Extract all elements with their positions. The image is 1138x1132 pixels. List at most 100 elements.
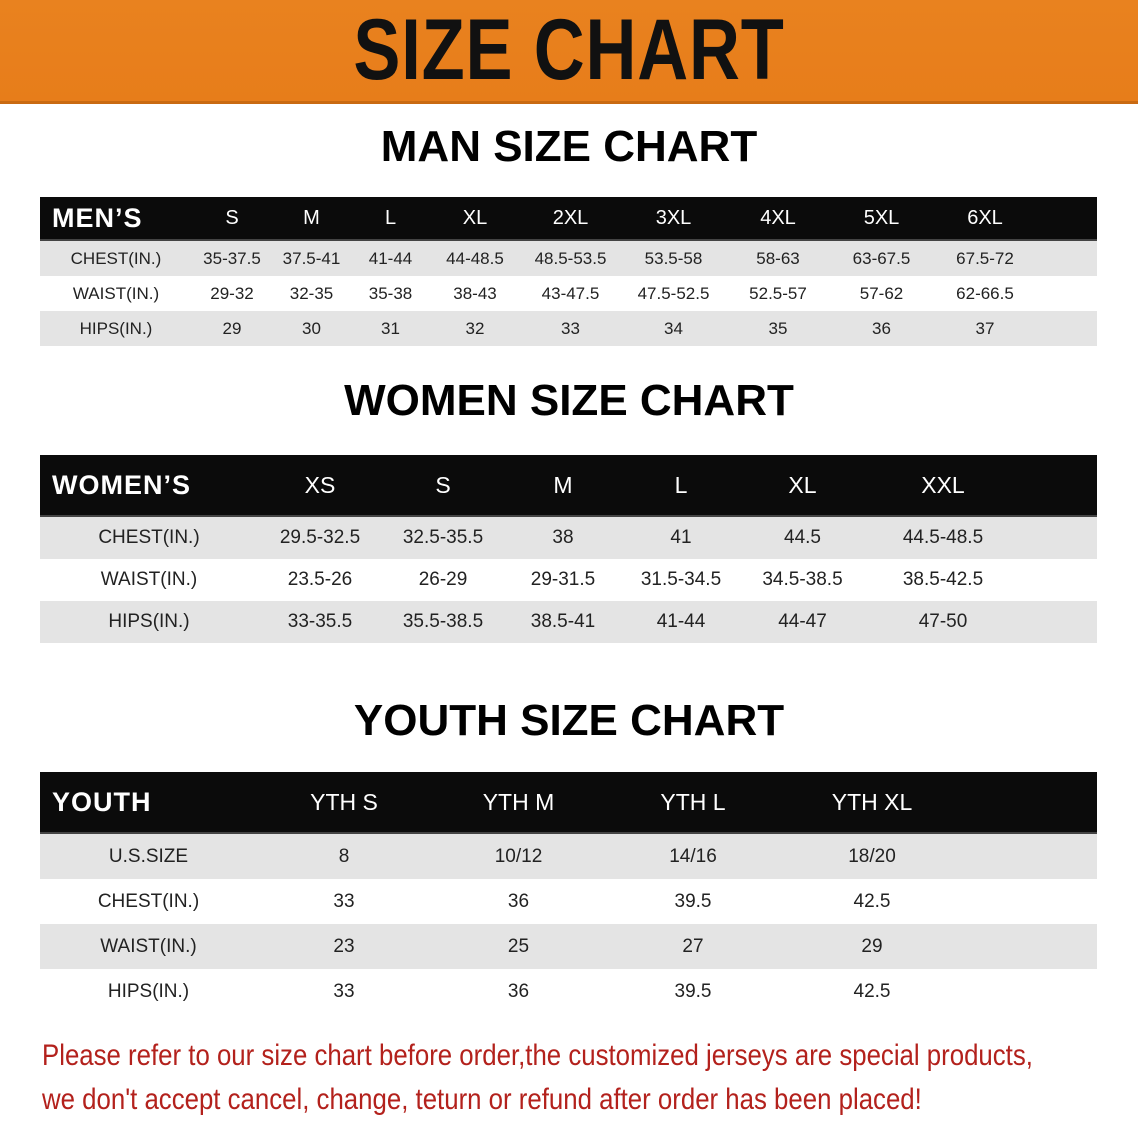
table-cell: 33 xyxy=(333,890,355,912)
women-size-table: WOMEN’S XS S M L XL XXL CHEST(IN.) 29.5-32.5 32.5… xyxy=(40,455,1097,643)
table-cell: 44.5-48.5 xyxy=(902,527,984,548)
table-cell: 29-31.5 xyxy=(530,569,596,590)
table-cell: 48.5-53.5 xyxy=(534,248,607,268)
size-header: XL xyxy=(462,206,488,229)
table-cell: 32 xyxy=(465,318,485,338)
header-label: MEN’S xyxy=(52,202,143,233)
table-cell: 53.5-58 xyxy=(644,248,703,268)
table-cell: 47-50 xyxy=(918,611,968,632)
size-header: YTH M xyxy=(482,788,555,815)
table-cell: 35-38 xyxy=(368,283,413,303)
table-cell: 30 xyxy=(302,318,321,338)
table-cell: 36 xyxy=(507,890,530,912)
table-cell: 33 xyxy=(561,318,580,338)
table-cell: 63-67.5 xyxy=(852,248,911,268)
header-label: WOMEN’S xyxy=(52,469,191,500)
men-title: MAN SIZE CHART xyxy=(380,122,758,171)
table-cell: 39.5 xyxy=(674,890,712,912)
table-cell: 37 xyxy=(975,318,995,338)
table-cell: 29 xyxy=(861,935,883,957)
table-row: HIPS(IN.) 33-35.5 35.5-38.5 38.5-41 41-44 44-… xyxy=(40,601,1097,643)
table-cell: 58-63 xyxy=(756,248,800,268)
table-cell: 52.5-57 xyxy=(749,283,807,303)
table-cell: 36 xyxy=(507,980,530,1002)
size-header: 6XL xyxy=(967,206,1003,229)
size-header: YTH S xyxy=(310,788,378,815)
row-label: WAIST(IN.) xyxy=(100,569,198,590)
table-cell: 34 xyxy=(664,318,683,338)
table-cell: 38 xyxy=(552,527,574,548)
size-header: S xyxy=(435,471,451,498)
table-cell: 33-35.5 xyxy=(287,611,353,632)
row-label: WAIST(IN.) xyxy=(72,283,160,303)
size-header: S xyxy=(225,206,239,229)
note-line-1: Please refer to our size chart before or… xyxy=(42,1039,1033,1072)
table-cell: 38.5-42.5 xyxy=(902,569,984,590)
table-cell: 36 xyxy=(872,318,891,338)
table-cell: 42.5 xyxy=(853,890,891,912)
size-header: XXL xyxy=(921,471,965,498)
table-row: U.S.SIZE 8 10/12 14/16 18/20 xyxy=(40,834,1097,879)
row-label: U.S.SIZE xyxy=(108,845,189,867)
table-cell: 47.5-52.5 xyxy=(637,283,710,303)
table-cell: 41-44 xyxy=(368,248,413,268)
table-cell: 10/12 xyxy=(494,845,543,867)
row-label: CHEST(IN.) xyxy=(97,890,200,912)
table-cell: 44.5 xyxy=(784,527,821,548)
men-size-table: MEN’S S M L XL 2XL 3XL 4XL 5XL 6XL CHEST(IN.) 35-37… xyxy=(40,197,1097,346)
row-label: HIPS(IN.) xyxy=(107,980,190,1002)
table-cell: 32-35 xyxy=(289,283,334,303)
table-row: WAIST(IN.) 23.5-26 26-29 29-31.5 31.5-34.5 34… xyxy=(40,559,1097,601)
table-row: HIPS(IN.) 29 30 31 32 33 34 35 36 37 xyxy=(40,311,1097,346)
size-header: 2XL xyxy=(552,206,589,229)
row-label: HIPS(IN.) xyxy=(108,611,190,632)
row-label: WAIST(IN.) xyxy=(100,935,197,957)
size-header: 3XL xyxy=(655,206,692,229)
row-label: HIPS(IN.) xyxy=(79,318,153,338)
table-cell: 29.5-32.5 xyxy=(279,527,361,548)
women-title: WOMEN SIZE CHART xyxy=(344,376,794,425)
table-cell: 18/20 xyxy=(848,845,896,867)
table-cell: 35 xyxy=(768,318,788,338)
table-cell: 37.5-41 xyxy=(282,248,341,268)
table-cell: 57-62 xyxy=(859,283,904,303)
table-cell: 35.5-38.5 xyxy=(402,611,484,632)
banner: SIZE CHART xyxy=(0,0,1138,104)
table-cell: 38.5-41 xyxy=(530,611,596,632)
table-cell: 25 xyxy=(507,935,530,957)
row-label: CHEST(IN.) xyxy=(98,527,200,548)
table-row: CHEST(IN.) 33 36 39.5 42.5 xyxy=(40,879,1097,924)
table-cell: 35-37.5 xyxy=(203,248,261,268)
table-row: HIPS(IN.) 33 36 39.5 42.5 xyxy=(40,969,1097,1014)
table-row: WAIST(IN.) 23 25 27 29 xyxy=(40,924,1097,969)
banner-title: SIZE CHART xyxy=(353,2,785,98)
table-cell: 23.5-26 xyxy=(287,569,353,590)
size-header: YTH L xyxy=(660,788,726,815)
table-cell: 41-44 xyxy=(656,611,706,632)
table-cell: 23 xyxy=(333,935,355,957)
size-header: L xyxy=(384,206,397,229)
table-cell: 8 xyxy=(338,845,350,867)
table-row: WAIST(IN.) 29-32 32-35 35-38 38-43 43-47.5 47.… xyxy=(40,276,1097,311)
table-cell: 44-47 xyxy=(778,611,827,632)
table-cell: 29-32 xyxy=(210,283,254,303)
table-cell: 29 xyxy=(222,318,242,338)
size-header: M xyxy=(303,206,320,229)
youth-title: YOUTH SIZE CHART xyxy=(353,696,785,745)
table-cell: 32.5-35.5 xyxy=(402,527,484,548)
table-cell: 14/16 xyxy=(669,845,717,867)
row-label: CHEST(IN.) xyxy=(70,248,162,268)
size-header: 4XL xyxy=(760,206,796,229)
table-cell: 26-29 xyxy=(418,569,468,590)
youth-size-table: YOUTH YTH S YTH M YTH L YTH XL U.S.SIZE 8 10/12… xyxy=(40,772,1097,1014)
table-cell: 67.5-72 xyxy=(956,248,1014,268)
table-cell: 38-43 xyxy=(453,283,497,303)
table-cell: 43-47.5 xyxy=(541,283,600,303)
header-label: YOUTH xyxy=(52,786,152,817)
table-cell: 39.5 xyxy=(674,980,712,1002)
table-cell: 31.5-34.5 xyxy=(640,569,722,590)
table-cell: 27 xyxy=(682,935,704,957)
table-cell: 31 xyxy=(381,318,400,338)
size-header: XS xyxy=(304,471,336,498)
header-row: MEN’S S M L XL 2XL 3XL 4XL 5XL 6XL xyxy=(40,197,1097,241)
